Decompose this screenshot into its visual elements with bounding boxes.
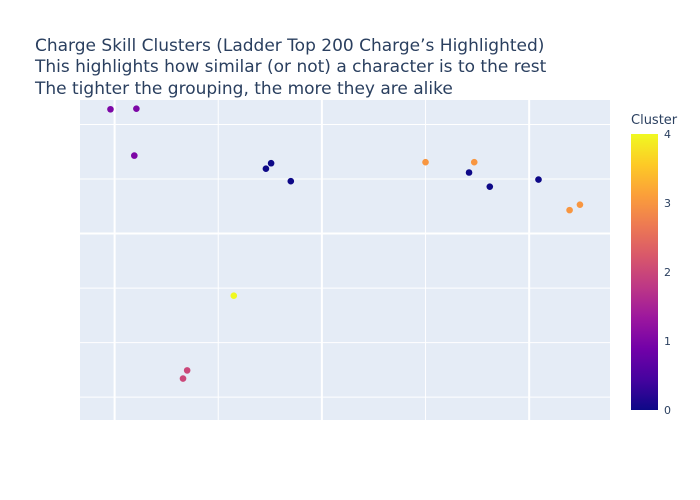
scatter-point[interactable] <box>107 105 114 113</box>
title-line-3: The tighter the grouping, the more they … <box>34 79 453 99</box>
colorbar-tick-label: 3 <box>664 197 671 210</box>
title-line-2: This highlights how similar (or not) a c… <box>34 57 547 77</box>
scatter-point[interactable] <box>287 177 295 185</box>
colorbar-tick-label: 2 <box>664 266 671 279</box>
plot-background[interactable] <box>80 100 610 420</box>
scatter-point[interactable] <box>133 105 140 113</box>
data-points <box>107 105 584 382</box>
scatter-point[interactable] <box>566 206 573 214</box>
scatter-point[interactable] <box>230 292 238 300</box>
scatter-point[interactable] <box>465 169 473 176</box>
scatter-point[interactable] <box>179 375 187 382</box>
colorbar-tick-label: 0 <box>664 404 671 417</box>
scatter-point[interactable] <box>576 201 584 208</box>
grid-lines <box>80 100 610 420</box>
scatter-point[interactable] <box>262 165 270 172</box>
scatter-point[interactable] <box>131 152 138 159</box>
scatter-point[interactable] <box>267 159 275 167</box>
colorbar-gradient <box>631 134 658 410</box>
scatter-point[interactable] <box>486 183 494 190</box>
colorbar-tick-label: 4 <box>664 128 671 141</box>
scatter-point[interactable] <box>422 158 429 166</box>
scatter-point[interactable] <box>183 367 191 374</box>
title-line-1: Charge Skill Clusters (Ladder Top 200 Ch… <box>35 36 544 56</box>
colorbar: Cluster 0 1 2 3 4 <box>631 113 678 417</box>
colorbar-tick-label: 1 <box>664 335 671 348</box>
colorbar-title: Cluster <box>631 113 678 128</box>
scatter-point[interactable] <box>470 158 478 166</box>
colorbar-ticks: 0 1 2 3 4 <box>664 128 671 417</box>
scatter-point[interactable] <box>535 176 542 183</box>
chart-title: Charge Skill Clusters (Ladder Top 200 Ch… <box>34 36 547 99</box>
